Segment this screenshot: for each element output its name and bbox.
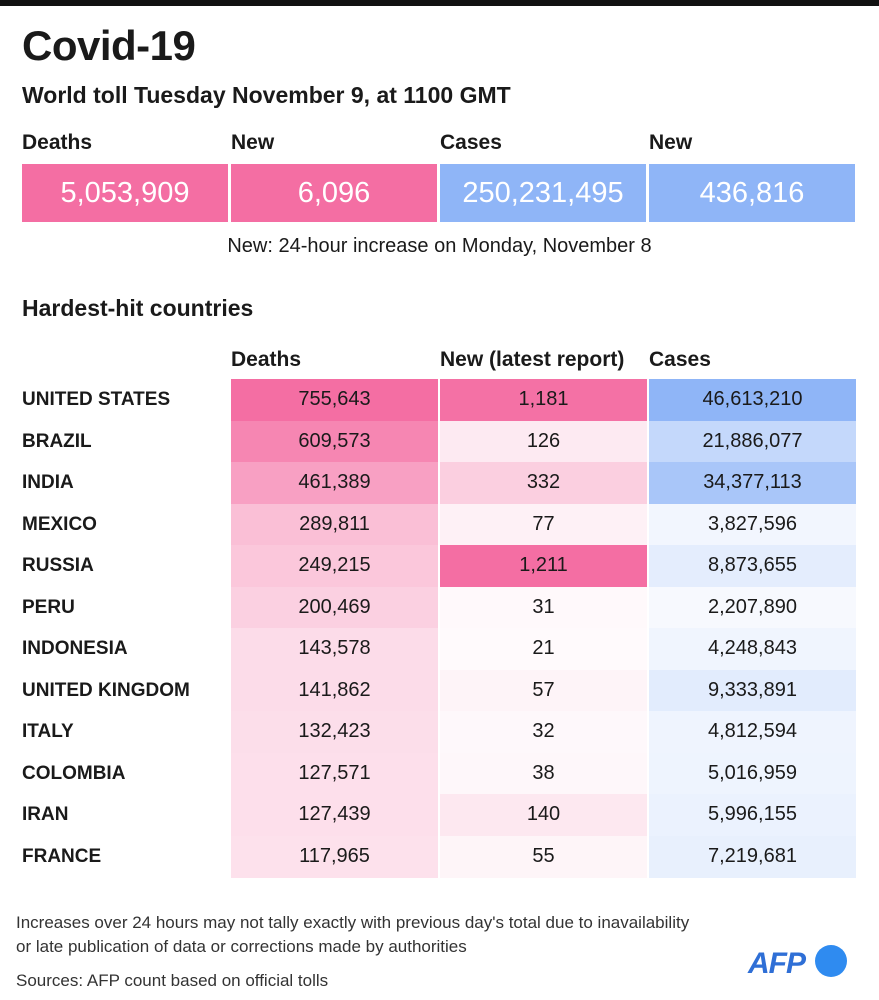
deaths-cell: 117,965 xyxy=(231,835,438,878)
new-cell: 57 xyxy=(440,669,647,712)
new-cell: 140 xyxy=(440,794,647,836)
deaths-cell: 249,215 xyxy=(231,545,438,587)
summary-label-1: New xyxy=(231,131,275,154)
cases-cell: 8,873,655 xyxy=(649,545,856,587)
new-cell: 21 xyxy=(440,628,647,670)
deaths-cell: 200,469 xyxy=(231,586,438,629)
page-subtitle: World toll Tuesday November 9, at 1100 G… xyxy=(22,82,511,108)
cases-cell: 4,812,594 xyxy=(649,711,856,753)
new-cell: 126 xyxy=(440,420,647,463)
summary-value-1: 6,096 xyxy=(231,164,437,222)
country-name: FRANCE xyxy=(22,845,102,867)
country-name: RUSSIA xyxy=(22,555,94,576)
cases-cell: 7,219,681 xyxy=(649,835,856,878)
cases-cell: 3,827,596 xyxy=(649,503,856,546)
summary-label-0: Deaths xyxy=(22,131,93,154)
top-rule xyxy=(0,0,879,6)
column-header-0: Deaths xyxy=(231,348,302,371)
cases-cell: 5,016,959 xyxy=(649,752,856,795)
deaths-cell: 127,571 xyxy=(231,752,438,795)
new-cell: 31 xyxy=(440,586,647,629)
section-title: Hardest-hit countries xyxy=(22,295,254,321)
country-name: UNITED KINGDOM xyxy=(22,679,190,701)
cases-cell: 21,886,077 xyxy=(649,420,856,463)
afp-logo-text: AFP xyxy=(748,947,806,980)
footer-sources: Sources: AFP count based on official tol… xyxy=(16,971,329,990)
country-name: INDONESIA xyxy=(22,638,128,659)
new-cell: 77 xyxy=(440,503,647,546)
deaths-cell: 141,862 xyxy=(231,669,438,712)
summary-note: New: 24-hour increase on Monday, Novembe… xyxy=(227,235,652,257)
cases-cell: 46,613,210 xyxy=(649,379,856,421)
column-header-2: Cases xyxy=(649,348,711,371)
new-cell: 1,211 xyxy=(440,545,647,587)
cases-cell: 9,333,891 xyxy=(649,669,856,712)
deaths-cell: 609,573 xyxy=(231,420,438,463)
country-name: BRAZIL xyxy=(22,430,92,452)
country-name: ITALY xyxy=(22,721,74,742)
country-name: MEXICO xyxy=(22,513,97,535)
country-name: INDIA xyxy=(22,472,74,493)
new-cell: 38 xyxy=(440,752,647,795)
cases-cell: 4,248,843 xyxy=(649,628,856,670)
new-cell: 55 xyxy=(440,835,647,878)
new-cell: 1,181 xyxy=(440,379,647,421)
country-name: PERU xyxy=(22,596,75,618)
summary-value-3: 436,816 xyxy=(649,164,855,222)
new-cell: 332 xyxy=(440,462,647,504)
deaths-cell: 461,389 xyxy=(231,462,438,504)
column-header-1: New (latest report) xyxy=(440,348,625,371)
country-name: UNITED STATES xyxy=(22,389,171,410)
footer-note-line1: Increases over 24 hours may not tally ex… xyxy=(16,913,690,932)
cases-cell: 34,377,113 xyxy=(649,462,856,504)
summary-value-0: 5,053,909 xyxy=(22,164,228,222)
afp-logo-dot-icon xyxy=(815,945,847,977)
footer-note-line2: or late publication of data or correctio… xyxy=(16,937,467,956)
country-name: IRAN xyxy=(22,804,69,825)
deaths-cell: 755,643 xyxy=(231,379,438,421)
new-cell: 32 xyxy=(440,711,647,753)
cases-cell: 5,996,155 xyxy=(649,794,856,836)
deaths-cell: 127,439 xyxy=(231,794,438,836)
deaths-cell: 143,578 xyxy=(231,628,438,670)
summary-label-2: Cases xyxy=(440,131,502,154)
page-title: Covid-19 xyxy=(22,22,196,69)
deaths-cell: 289,811 xyxy=(231,503,438,546)
deaths-cell: 132,423 xyxy=(231,711,438,753)
summary-label-3: New xyxy=(649,131,693,154)
country-name: COLOMBIA xyxy=(22,762,126,784)
summary-value-2: 250,231,495 xyxy=(440,164,646,222)
cases-cell: 2,207,890 xyxy=(649,586,856,629)
